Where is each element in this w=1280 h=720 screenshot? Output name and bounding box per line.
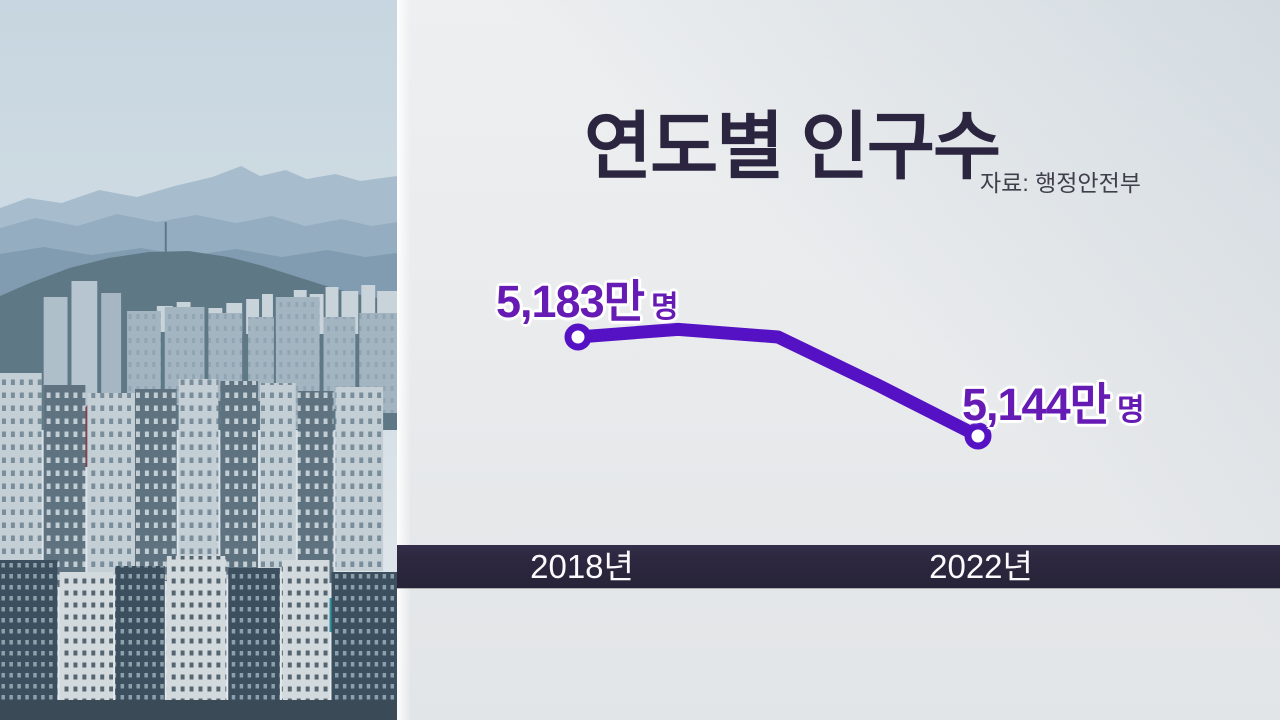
skyline-illustration (0, 0, 397, 720)
data-label-2018-unit: 명 (651, 291, 679, 324)
x-axis-bar: 2018년 2022년 (397, 545, 1280, 588)
city-photo (0, 0, 397, 720)
foreground-buildings (0, 556, 397, 720)
mid-buildings (43, 281, 397, 449)
data-label-2022-number: 5,144만 (962, 379, 1111, 430)
population-trend-line (571, 322, 985, 443)
data-label-2018-number: 5,183만 (496, 276, 645, 327)
data-label-2022-unit: 명 (1117, 394, 1145, 427)
data-label-2018: 5,183만 명 (496, 265, 679, 330)
near-buildings (0, 373, 384, 595)
data-label-2022: 5,144만 명 (962, 368, 1145, 433)
chart-title: 연도별 인구수 (584, 105, 1001, 188)
source-credit: 자료: 행정안전부 (980, 170, 1141, 196)
data-point-marker-2018 (564, 323, 592, 351)
axis-label-2022: 2022년 (929, 548, 1033, 585)
hill-antenna (164, 222, 167, 254)
axis-label-2018: 2018년 (530, 548, 634, 585)
data-point-marker-2022 (964, 422, 992, 450)
